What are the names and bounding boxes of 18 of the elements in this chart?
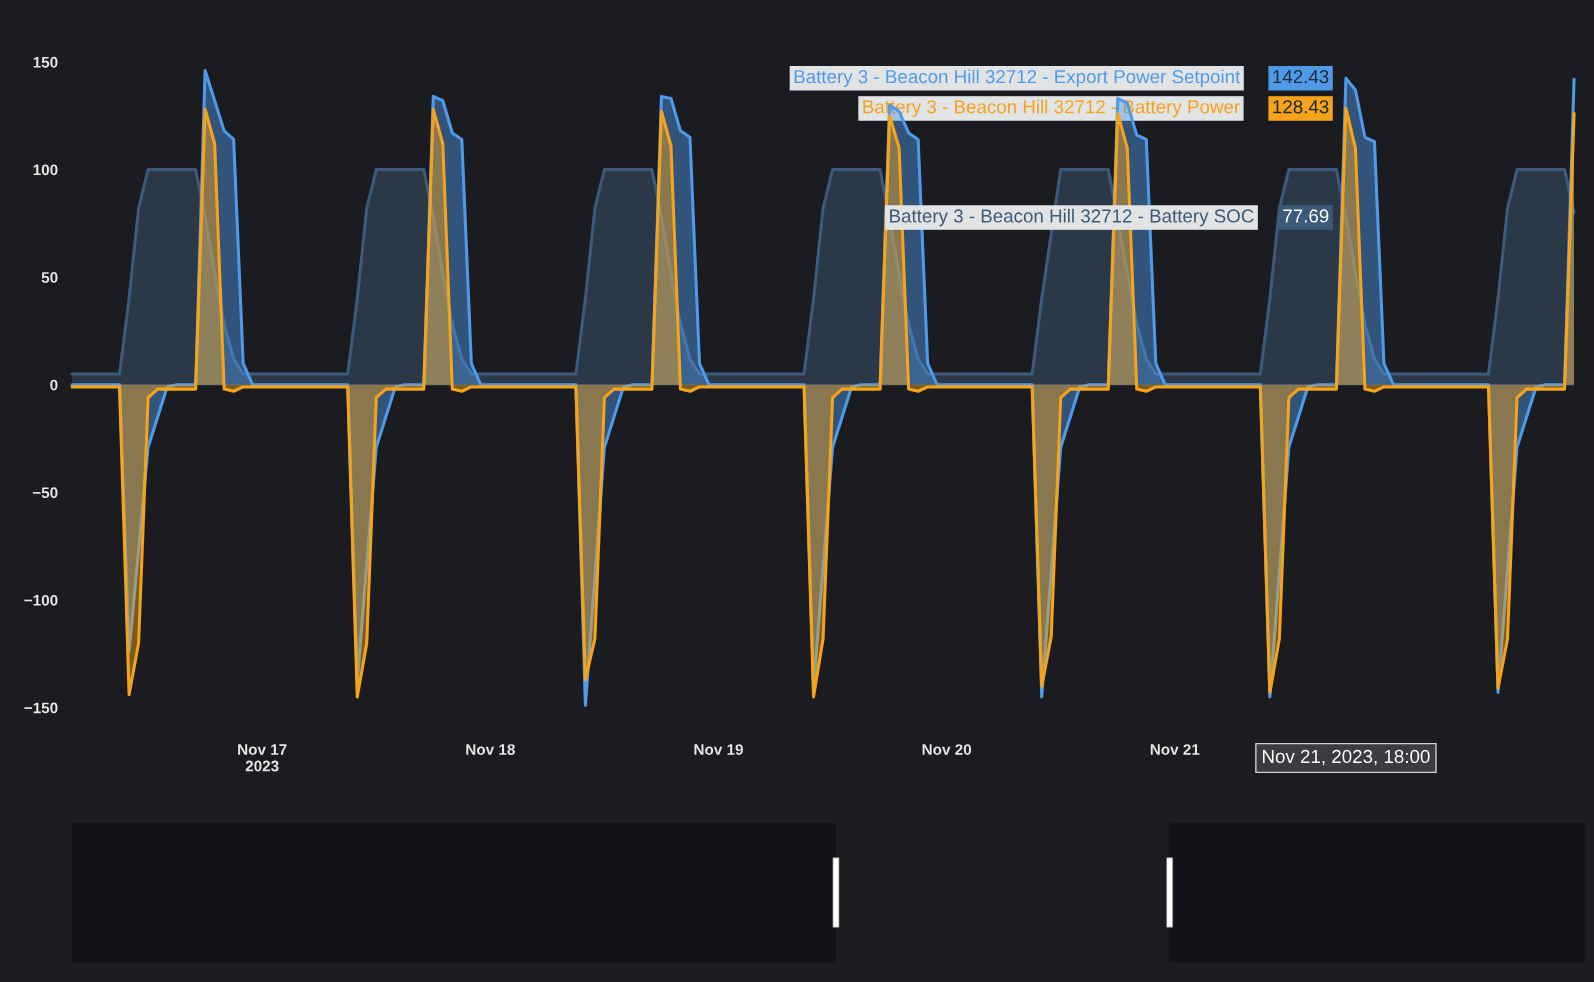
data-label: 77.69 xyxy=(1283,209,1329,223)
y-tick-label: 150 xyxy=(33,56,58,68)
y-tick-label: −50 xyxy=(32,487,58,499)
series-label: Battery 3 - Beacon Hill 32712 - Battery SOC xyxy=(890,208,1254,227)
data-label: 128.43 xyxy=(1273,100,1329,114)
y-tick-label: −150 xyxy=(24,702,58,714)
text: Nov 21, 2023, 18:00 xyxy=(1263,749,1430,766)
x-tick-label: Nov 21 xyxy=(1150,744,1200,755)
x-tick-label: Nov 17 2023 xyxy=(238,744,287,772)
y-tick-label: −100 xyxy=(24,594,58,606)
x-tick-label: Nov 18 xyxy=(466,744,515,755)
x-tick-label: Nov 20 xyxy=(922,744,972,755)
y-tick-label: 100 xyxy=(33,164,58,176)
y-tick-label: 50 xyxy=(41,272,58,283)
legend-label: Battery 3 - Beacon Hill 32712 - Export Power Setpoint xyxy=(794,69,1241,87)
x-tick-label: Nov 19 xyxy=(694,744,743,755)
y-tick-label: 0 xyxy=(50,379,58,391)
data-label: 142.43 xyxy=(1273,70,1329,84)
